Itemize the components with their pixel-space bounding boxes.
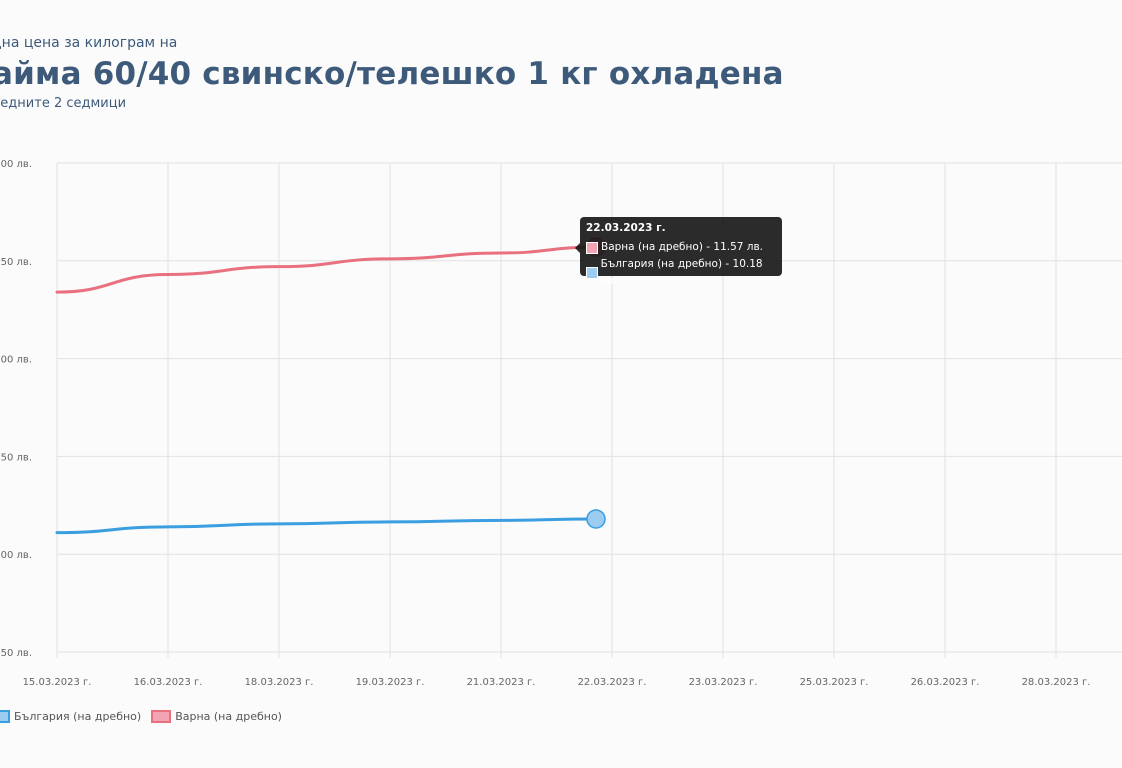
x-tick-label: 22.03.2023 г.	[578, 677, 647, 688]
tooltip-text-varna: Варна (на дребно) - 11.57 лв.	[601, 241, 764, 253]
tooltip-swatch-varna	[586, 241, 598, 254]
chart-header: дна цена за килограм на айма 60/40 свинс…	[0, 34, 784, 112]
tooltip-date: 22.03.2023 г.	[586, 222, 666, 234]
x-tick-label: 19.03.2023 г.	[356, 677, 425, 688]
x-tick-label: 15.03.2023 г.	[23, 677, 92, 688]
tooltip-swatch-bulgaria	[586, 267, 598, 279]
chart-tooltip: 22.03.2023 г. Варна (на дребно) - 11.57 …	[575, 217, 782, 287]
chart-title: айма 60/40 свинско/телешко 1 кг охладена	[0, 56, 784, 92]
y-tick-label: 00 лв.	[1, 159, 32, 170]
legend-item-varna[interactable]: Варна (на дребно)	[151, 710, 282, 723]
series-point-bulgaria	[586, 509, 606, 529]
x-tick-label: 26.03.2023 г.	[911, 677, 980, 688]
x-tick-label: 18.03.2023 г.	[245, 677, 314, 688]
x-tick-label: 16.03.2023 г.	[134, 677, 203, 688]
chart-pretitle: дна цена за килограм на	[0, 35, 178, 51]
tooltip-text-bulgaria: България (на дребно) - 10.18 лв.	[600, 258, 763, 287]
legend-item-bulgaria[interactable]: България (на дребно)	[0, 710, 141, 723]
series-line-varna	[55, 245, 598, 294]
tooltip-caret	[575, 243, 580, 253]
legend-swatch-bulgaria	[0, 710, 10, 723]
series-line-bulgaria	[55, 517, 598, 535]
legend-label-varna: Варна (на дребно)	[175, 710, 282, 723]
y-tick-label: 50 лв.	[1, 452, 32, 463]
chart-subtitle: ледните 2 седмици	[0, 96, 127, 111]
legend-swatch-varna	[151, 710, 172, 723]
y-tick-label: 00 лв.	[1, 550, 32, 561]
x-tick-label: 25.03.2023 г.	[800, 677, 869, 688]
legend-label-bulgaria: България (на дребно)	[14, 710, 142, 723]
y-tick-label: 00 лв.	[1, 355, 32, 366]
y-tick-label: 50 лв.	[1, 648, 32, 659]
x-tick-label: 21.03.2023 г.	[467, 677, 536, 688]
y-tick-label: 50 лв.	[1, 257, 32, 268]
x-tick-label: 23.03.2023 г.	[689, 677, 758, 688]
tooltip-row-varna: Варна (на дребно) - 11.57 лв.	[586, 239, 776, 256]
x-tick-label: 28.03.2023 г.	[1022, 677, 1091, 688]
tooltip-row-bulgaria: България (на дребно) - 10.18 лв.	[586, 256, 776, 290]
chart-legend: България (на дребно) Варна (на дребно)	[0, 710, 282, 723]
